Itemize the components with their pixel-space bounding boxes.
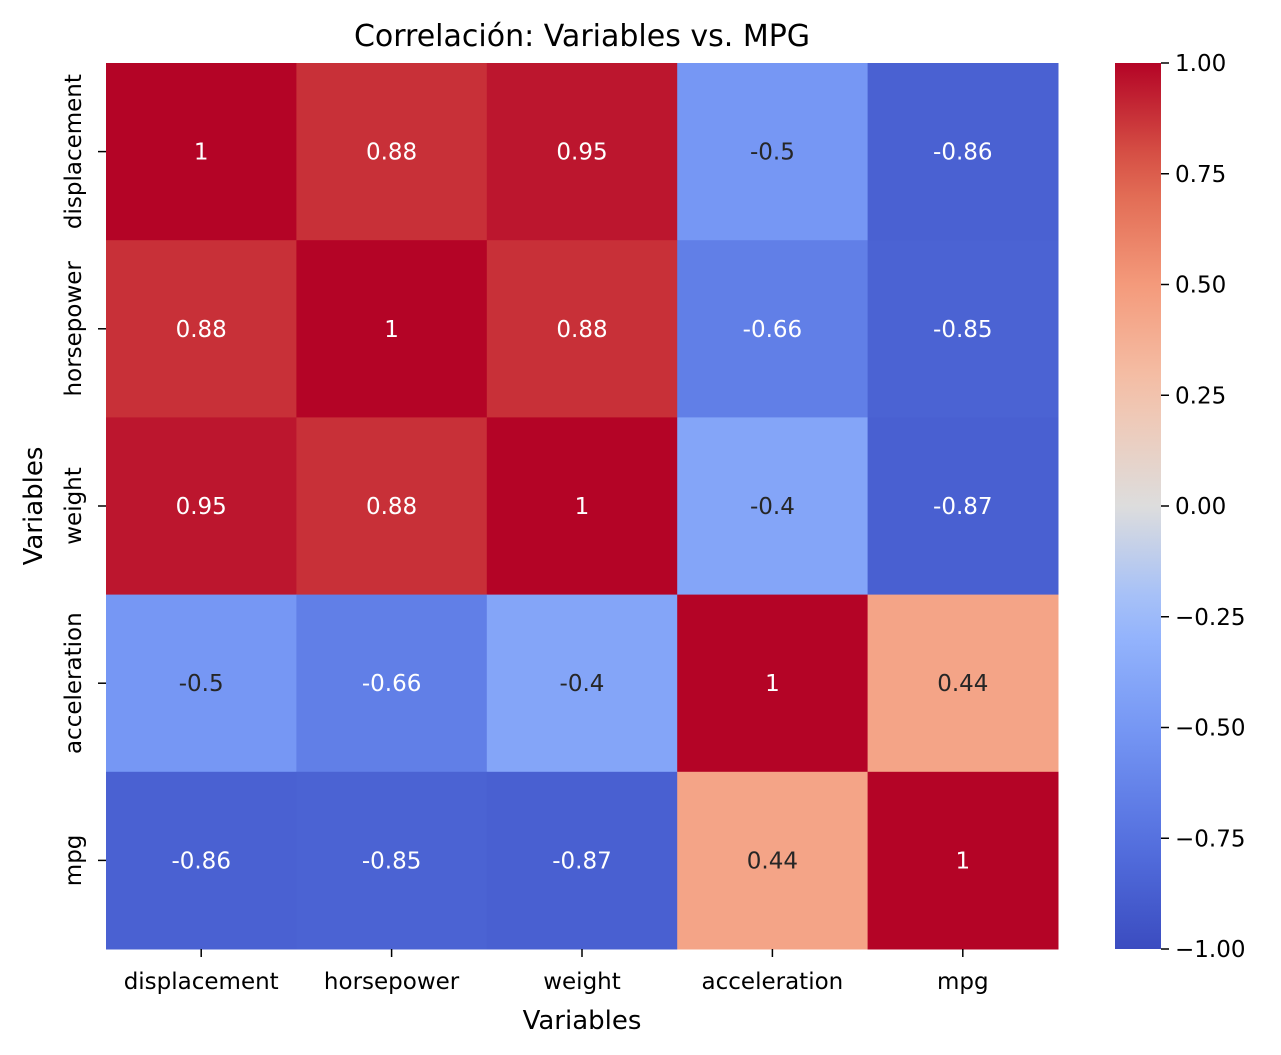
heatmap-cell (106, 771, 297, 950)
x-axis-label: Variables (523, 1006, 642, 1036)
cell-annotation: 1 (955, 848, 970, 874)
y-tick-label: mpg (61, 835, 87, 887)
heatmap-cell (486, 417, 678, 596)
colorbar-tick-label: 0.00 (1175, 494, 1226, 520)
heatmap-cell (867, 771, 1059, 950)
cell-annotation: -0.66 (362, 671, 422, 697)
y-tick-label: displacement (61, 74, 87, 229)
cell-annotation: 1 (384, 317, 399, 343)
cell-annotation: -0.86 (933, 140, 993, 166)
cell-annotation: 0.88 (556, 317, 607, 343)
x-tick-label: horsepower (324, 969, 460, 995)
colorbar-tick-label: −1.00 (1175, 937, 1245, 963)
y-axis-ticks: displacement horsepower weight acceleration… (61, 74, 106, 886)
heatmap-cell (296, 594, 488, 773)
heatmap-cell (677, 417, 869, 596)
cell-annotation: -0.86 (171, 848, 231, 874)
cell-annotation: 1 (765, 671, 780, 697)
y-axis-label: Variables (19, 447, 49, 566)
heatmap-cell (106, 417, 297, 596)
x-tick-label: mpg (937, 969, 989, 995)
y-tick-label: horsepower (61, 261, 87, 397)
x-tick-label: acceleration (702, 969, 844, 995)
cell-annotation: -0.87 (933, 494, 993, 520)
heatmap-cell (677, 594, 869, 773)
colorbar-tick-label: −0.25 (1175, 605, 1245, 631)
colorbar-tick-label: −0.75 (1175, 826, 1245, 852)
x-tick-label: displacement (124, 969, 279, 995)
cell-annotation: 0.95 (176, 494, 227, 520)
heatmap-cell (296, 417, 488, 596)
colorbar-tick-label: 0.25 (1175, 383, 1226, 409)
cell-annotation: -0.85 (362, 848, 422, 874)
cell-annotation: -0.5 (750, 140, 795, 166)
cell-annotation: 0.44 (937, 671, 988, 697)
cell-annotation: -0.87 (552, 848, 612, 874)
cell-annotation: 1 (575, 494, 590, 520)
heatmap-cell (106, 240, 297, 418)
y-tick-label: acceleration (61, 612, 87, 754)
colorbar-gradient (1115, 63, 1161, 949)
colorbar-tick-label: 0.75 (1175, 162, 1226, 188)
heatmap-cell (867, 63, 1059, 241)
heatmap-cell (486, 240, 678, 418)
heatmap-cell (106, 594, 297, 773)
cell-annotation: -0.4 (750, 494, 795, 520)
cell-annotation: 0.95 (556, 140, 607, 166)
heatmap-cell (677, 240, 869, 418)
heatmap-cell (296, 63, 488, 241)
x-tick-label: weight (543, 969, 621, 995)
heatmap-cell (867, 240, 1059, 418)
chart-title: Correlación: Variables vs. MPG (354, 19, 810, 54)
heatmap-cell (486, 771, 678, 950)
colorbar-tick-label: 1.00 (1175, 51, 1226, 77)
colorbar-tick-label: −0.50 (1175, 716, 1245, 742)
heatmap-cell (867, 417, 1059, 596)
cell-annotation: 0.44 (747, 848, 798, 874)
cell-annotation: 0.88 (176, 317, 227, 343)
heatmap-cell (296, 771, 488, 950)
y-tick-label: weight (61, 467, 87, 545)
cell-annotation: 0.88 (366, 140, 417, 166)
x-axis-ticks: displacement horsepower weight acceleration… (124, 949, 989, 995)
heatmap-cell (486, 594, 678, 773)
colorbar: 1.00 0.75 0.50 0.25 0.00 −0.25 −0.50 −0.75 −1.00 (1115, 51, 1245, 963)
cell-annotation: 0.88 (366, 494, 417, 520)
colorbar-tick-label: 0.50 (1175, 273, 1226, 299)
heatmap-cell (677, 63, 869, 241)
heatmap-cell (486, 63, 678, 241)
heatmap-cell (677, 771, 869, 950)
cell-annotation: 1 (194, 140, 209, 166)
cell-annotation: -0.66 (743, 317, 803, 343)
cell-annotation: -0.5 (179, 671, 224, 697)
cell-annotation: -0.85 (933, 317, 993, 343)
heatmap-cell (296, 240, 488, 418)
cell-annotation: -0.4 (560, 671, 605, 697)
heatmap-cells: 1 0.88 0.95 -0.5 -0.86 0.88 1 0.88 -0.66 -0.85 0.9… (106, 63, 1059, 950)
heatmap-cell (106, 63, 297, 241)
heatmap-cell (867, 594, 1059, 773)
